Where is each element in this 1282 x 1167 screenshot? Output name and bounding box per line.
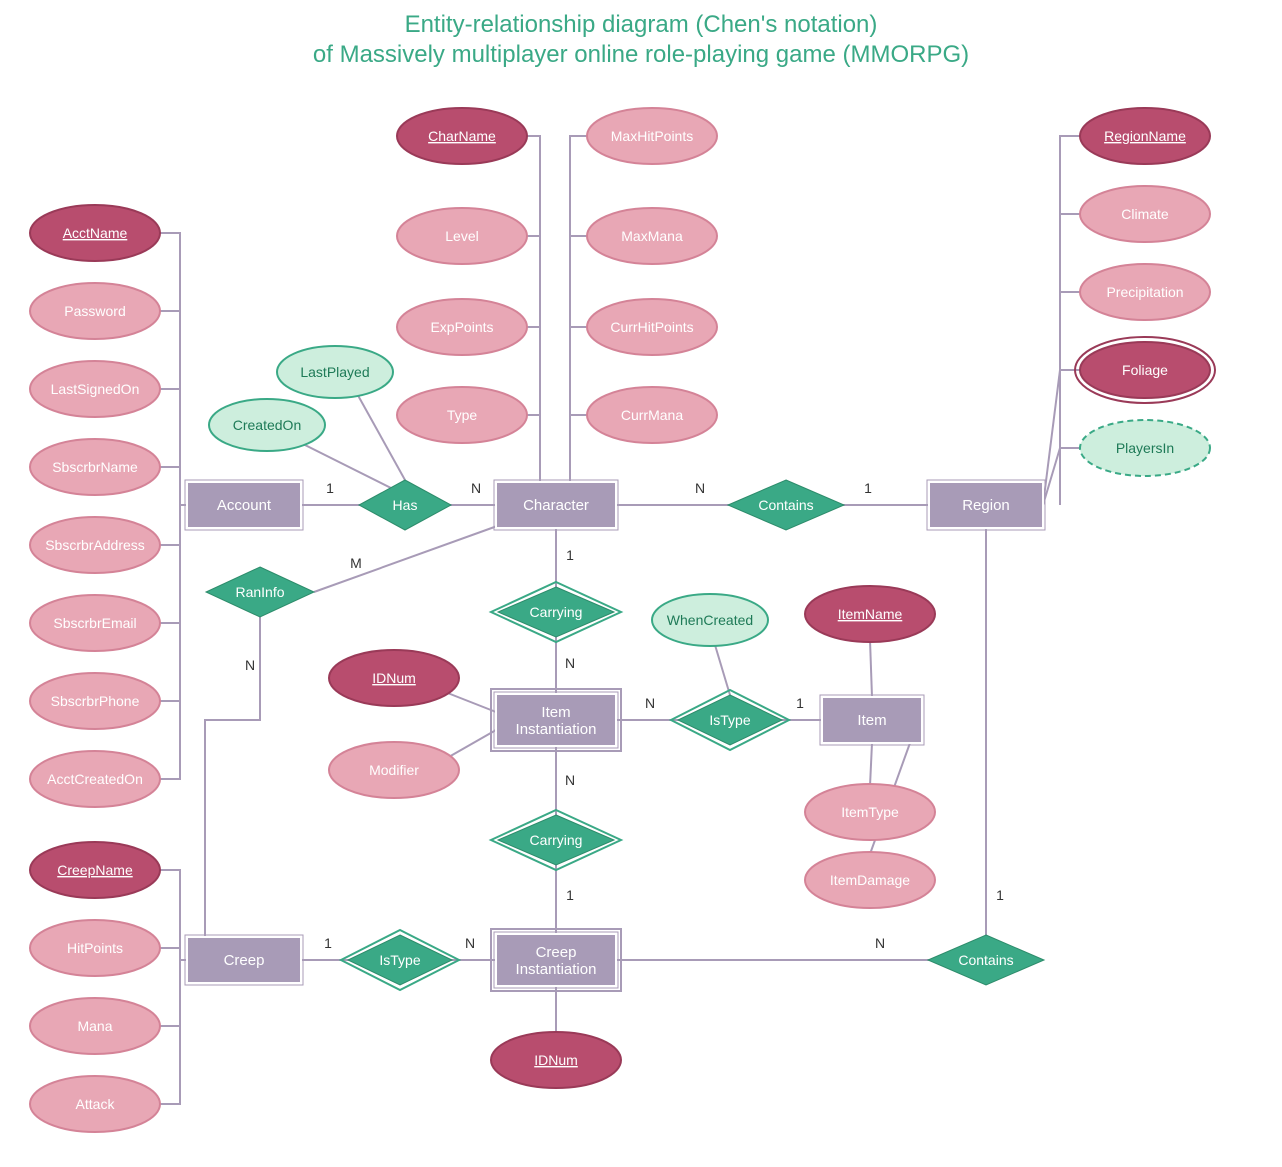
entity-label: Item [857,712,886,729]
cardinality: 1 [324,935,332,951]
attribute-label: AcctName [63,225,128,241]
attribute-label: MaxHitPoints [611,128,693,144]
relationship-label: RanInfo [235,584,284,600]
cardinality: 1 [566,547,574,563]
attribute-label: SbscrbrPhone [51,693,140,709]
cardinality: 1 [796,695,804,711]
attribute-label: WhenCreated [667,612,753,628]
attribute-label: CurrMana [621,407,683,423]
attribute-label: Precipitation [1106,284,1183,300]
diagram-title-line2: of Massively multiplayer online role-pla… [313,41,969,68]
attribute-label: MaxMana [621,228,683,244]
relationship-label: Contains [958,952,1013,968]
attribute-label: Foliage [1122,362,1168,378]
entity-label: Creep [224,952,265,969]
attribute-label: CharName [428,128,496,144]
entity-label: Account [217,497,272,514]
attribute-label: ItemName [838,606,903,622]
relationship-label: Carrying [530,604,583,620]
cardinality: 1 [996,887,1004,903]
cardinality: 1 [326,480,334,496]
cardinality: 1 [566,887,574,903]
attribute-label: Attack [76,1096,116,1112]
cardinality: N [565,655,575,671]
attribute-label: Type [447,407,478,423]
cardinality: N [465,935,475,951]
relationship-label: IsType [379,952,420,968]
cardinality: N [565,772,575,788]
svg-text:Instantiation: Instantiation [516,961,597,978]
attribute-label: IDNum [372,670,416,686]
attribute-label: PlayersIn [1116,440,1174,456]
relationship-label: IsType [709,712,750,728]
attribute-label: ItemType [841,804,899,820]
entity-label: Character [523,497,589,514]
attribute-label: Password [64,303,125,319]
attribute-label: Climate [1121,206,1169,222]
cardinality: N [471,480,481,496]
attribute-label: LastPlayed [300,364,369,380]
attribute-label: RegionName [1104,128,1186,144]
attribute-label: CreepName [57,862,133,878]
attribute-label: ExpPoints [430,319,493,335]
attribute-label: CurrHitPoints [610,319,693,335]
cardinality: N [695,480,705,496]
attribute-label: Mana [77,1018,112,1034]
attribute-label: SbscrbrAddress [45,537,145,553]
relationship-label: Has [393,497,418,513]
attribute-label: LastSignedOn [51,381,140,397]
cardinality: 1 [864,480,872,496]
svg-text:Item: Item [541,704,570,721]
attribute-label: IDNum [534,1052,578,1068]
attribute-label: SbscrbrName [52,459,138,475]
relationship-label: Contains [758,497,813,513]
cardinality: N [645,695,655,711]
attribute-label: Level [445,228,478,244]
cardinality: N [245,657,255,673]
attribute-label: AcctCreatedOn [47,771,143,787]
attribute-label: CreatedOn [233,417,301,433]
svg-text:Instantiation: Instantiation [516,721,597,738]
relationship-label: Carrying [530,832,583,848]
svg-text:Creep: Creep [536,944,577,961]
attribute-label: SbscrbrEmail [53,615,136,631]
cardinality: M [350,555,362,571]
cardinality: N [875,935,885,951]
attribute-label: HitPoints [67,940,123,956]
entity-label: Region [962,497,1010,514]
attribute-label: Modifier [369,762,419,778]
diagram-title-line1: Entity-relationship diagram (Chen's nota… [405,11,878,38]
attribute-label: ItemDamage [830,872,910,888]
